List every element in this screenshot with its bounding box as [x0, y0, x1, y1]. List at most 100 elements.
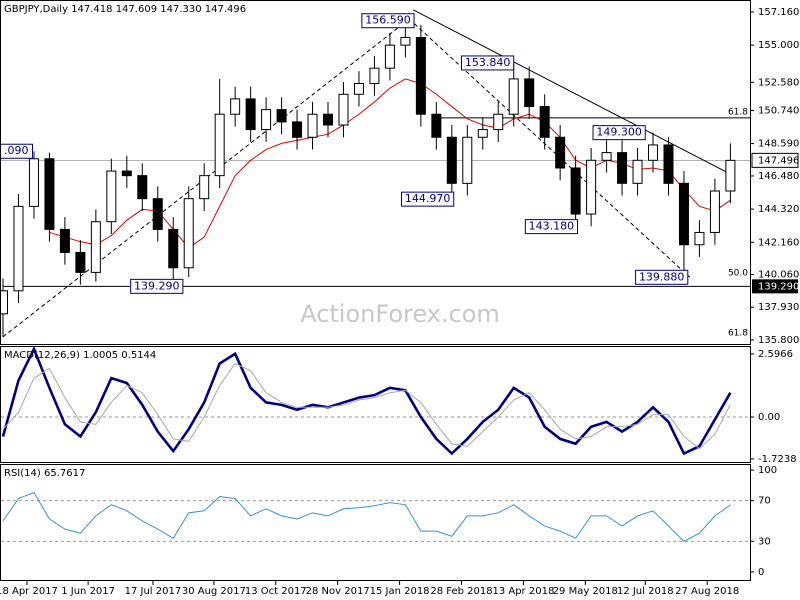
series-line [49, 78, 731, 249]
candle-body [415, 36, 426, 115]
x-tick-label: 17 Jul 2017 [125, 586, 182, 597]
candle-body [462, 136, 473, 184]
candle-body [663, 144, 674, 184]
price-box [592, 125, 646, 141]
fib-label: 61.8 [728, 328, 748, 338]
x-tick-label: 1 Jun 2017 [61, 586, 115, 597]
macd-frame [0, 346, 751, 463]
watermark: ActionForex.com [300, 300, 500, 328]
candle-body [245, 98, 256, 131]
series-line [2, 362, 731, 450]
trend-line [2, 18, 410, 338]
price-box-label: 153.840 [465, 56, 511, 69]
x-tick-label: 28 Nov 2017 [306, 586, 370, 597]
candle-body [493, 113, 504, 131]
y-tick-label: 135.800 [758, 335, 799, 346]
last-price-label: 147.496 [758, 155, 799, 166]
y-tick-label: 146.480 [758, 171, 799, 182]
price-box [401, 191, 455, 207]
x-tick-label: 13 Apr 2018 [492, 586, 554, 597]
candle-body [694, 231, 705, 246]
candle-body [90, 221, 101, 273]
candle-body [586, 159, 597, 215]
candle-body [121, 170, 132, 177]
candle-body [353, 83, 364, 95]
candle-body [214, 113, 225, 177]
candle-body [75, 251, 86, 273]
candle-body [276, 109, 287, 123]
candle-body [183, 198, 194, 269]
y-tick-label: 144.320 [758, 204, 799, 215]
x-tick-label: 18 Apr 2017 [0, 586, 58, 597]
candle-body [539, 106, 550, 138]
price-box [524, 219, 579, 235]
series-line [2, 491, 731, 542]
price-title: GBPJPY,Daily 147.418 147.609 147.330 147… [4, 4, 246, 15]
candle-body [0, 290, 8, 315]
level-box [752, 279, 798, 294]
y-tick-label: 140.060 [758, 270, 799, 281]
price-box-label: 139.290 [134, 279, 180, 292]
x-tick-label: 13 Oct 2017 [245, 586, 307, 597]
rsi-title: RSI(14) 65.7617 [4, 468, 85, 479]
last-price-box [751, 152, 799, 168]
x-tick-label: 12 Jul 2018 [617, 586, 674, 597]
candle-body [199, 175, 210, 200]
x-tick-label: 15 Jan 2018 [370, 586, 430, 597]
y-tick-label: 2.5966 [758, 349, 793, 360]
x-tick-label: 29 May 2018 [553, 586, 618, 597]
price-box [635, 269, 689, 285]
candle-body [632, 159, 643, 184]
candle-body [307, 113, 318, 138]
candle-body [384, 44, 395, 69]
candle-body [570, 167, 581, 215]
candle-body [338, 93, 349, 126]
candle-body [369, 67, 380, 85]
price-box [361, 13, 415, 29]
y-tick-label: 148.590 [758, 139, 799, 150]
candle-body [292, 121, 303, 138]
candle-body [400, 36, 411, 46]
fib-label: 61.8 [728, 107, 748, 117]
candle-body [59, 228, 70, 253]
y-tick-label: 142.160 [758, 237, 799, 248]
y-tick-label: 30 [758, 536, 771, 547]
y-tick-label: 100 [758, 465, 777, 476]
candle-body [431, 113, 442, 138]
candle-body [261, 109, 272, 131]
candle-body [648, 144, 659, 161]
y-tick-label: 137.930 [758, 302, 799, 313]
candle-body [44, 158, 55, 230]
y-tick-label: 152.580 [758, 77, 799, 88]
level-box-label: 139.290 [758, 281, 799, 292]
candle-body [524, 78, 535, 108]
y-tick-label: 150.740 [758, 106, 799, 117]
candle-body [230, 98, 241, 115]
x-tick-label: 30 Aug 2017 [182, 586, 246, 597]
fib-label: 50.0 [728, 268, 748, 278]
candle-body [709, 190, 720, 233]
price-box-label: .090 [4, 144, 29, 157]
macd-title: MACD(12,26,9) 1.0005 0.5144 [4, 350, 156, 361]
candle-body [601, 152, 612, 161]
x-tick-label: 28 Feb 2018 [430, 586, 492, 597]
y-tick-label: 155.000 [758, 40, 799, 51]
candle-body [106, 170, 117, 223]
y-tick-label: 70 [758, 496, 771, 507]
price-box [460, 55, 515, 71]
candle-body [13, 205, 24, 292]
y-tick-label: 157.160 [758, 7, 799, 18]
price-box-label: 156.590 [365, 14, 411, 27]
candle-body [446, 136, 457, 184]
price-box-label: 143.180 [529, 220, 575, 233]
trend-line [408, 18, 691, 278]
price-box-label: 149.300 [596, 126, 642, 139]
y-tick-label: 0.00 [758, 412, 780, 423]
series-line [1, 345, 732, 456]
candle-body [678, 182, 689, 246]
price-box-label: 139.880 [639, 270, 685, 283]
candle-body [323, 113, 334, 126]
